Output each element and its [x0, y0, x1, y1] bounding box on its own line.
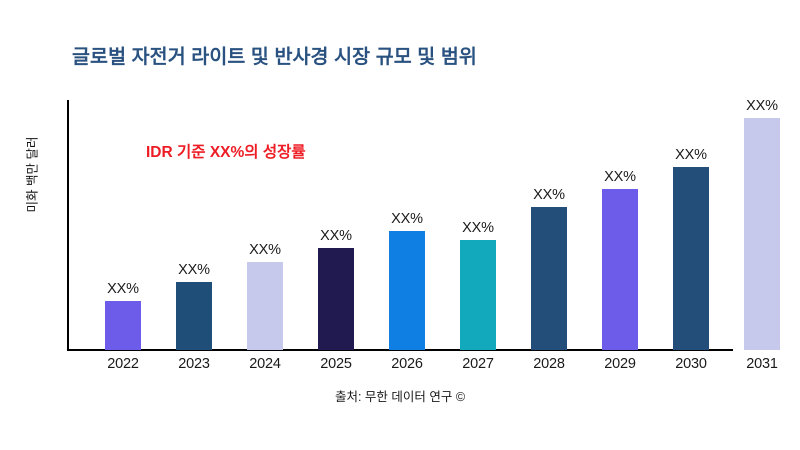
bar-2031[interactable] [744, 118, 780, 350]
bar-2024[interactable] [247, 262, 283, 350]
x-tick-2024: 2024 [249, 356, 281, 372]
bar-value-label: XX% [604, 169, 636, 185]
x-tick-2026: 2026 [391, 356, 423, 372]
bar-value-label: XX% [249, 242, 281, 258]
bar-2023[interactable] [176, 282, 212, 350]
bar-value-label: XX% [462, 220, 494, 236]
bar-2022[interactable] [105, 301, 141, 350]
y-axis-line [67, 100, 69, 351]
x-tick-2025: 2025 [320, 356, 352, 372]
bar-2030[interactable] [673, 167, 709, 350]
bar-value-label: XX% [746, 98, 778, 114]
x-tick-2022: 2022 [107, 356, 139, 372]
bar-2026[interactable] [389, 231, 425, 350]
x-tick-2028: 2028 [533, 356, 565, 372]
bar-value-label: XX% [675, 147, 707, 163]
bar-value-label: XX% [320, 228, 352, 244]
x-tick-2030: 2030 [675, 356, 707, 372]
bar-2029[interactable] [602, 189, 638, 350]
bar-value-label: XX% [391, 211, 423, 227]
x-tick-2029: 2029 [604, 356, 636, 372]
x-tick-2027: 2027 [462, 356, 494, 372]
bar-value-label: XX% [107, 281, 139, 297]
bar-2025[interactable] [318, 248, 354, 350]
bar-2028[interactable] [531, 207, 567, 350]
bar-value-label: XX% [178, 262, 210, 278]
growth-rate-annotation: IDR 기준 XX%의 성장률 [146, 144, 306, 161]
x-axis-line [67, 349, 733, 351]
x-tick-2031: 2031 [746, 356, 778, 372]
chart-title: 글로벌 자전거 라이트 및 반사경 시장 규모 및 범위 [72, 46, 477, 68]
source-note: 출처: 무한 데이터 연구 © [334, 390, 466, 404]
x-tick-2023: 2023 [178, 356, 210, 372]
plot-area: XX% XX% XX% XX% XX% XX% XX% XX% XX% XX% [67, 98, 780, 351]
bar-value-label: XX% [533, 187, 565, 203]
bar-2027[interactable] [460, 240, 496, 350]
y-axis-label: 미화 백만 달러 [25, 136, 40, 213]
